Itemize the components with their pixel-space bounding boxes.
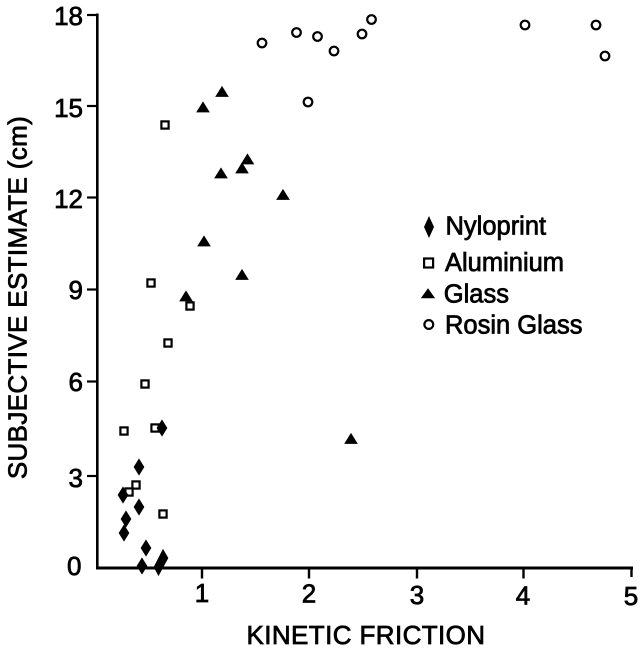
svg-text:Aluminium: Aluminium [445, 249, 564, 277]
svg-text:5: 5 [624, 581, 638, 611]
svg-text:1: 1 [195, 578, 209, 608]
svg-text:SUBJECTIVE ESTIMATE (cm): SUBJECTIVE ESTIMATE (cm) [3, 116, 33, 479]
svg-text:4: 4 [516, 581, 530, 611]
svg-text:3: 3 [69, 463, 83, 493]
svg-text:0: 0 [67, 551, 81, 581]
svg-text:Glass: Glass [444, 281, 509, 309]
svg-text:3: 3 [410, 580, 424, 610]
svg-text:Rosin Glass: Rosin Glass [445, 312, 582, 340]
svg-text:KINETIC FRICTION: KINETIC FRICTION [247, 620, 486, 650]
svg-text:18: 18 [54, 1, 83, 31]
svg-text:Nyloprint: Nyloprint [446, 213, 547, 241]
svg-text:12: 12 [54, 184, 83, 214]
svg-text:15: 15 [54, 93, 83, 123]
svg-text:2: 2 [302, 579, 316, 609]
svg-text:9: 9 [69, 275, 83, 305]
svg-text:6: 6 [69, 367, 83, 397]
